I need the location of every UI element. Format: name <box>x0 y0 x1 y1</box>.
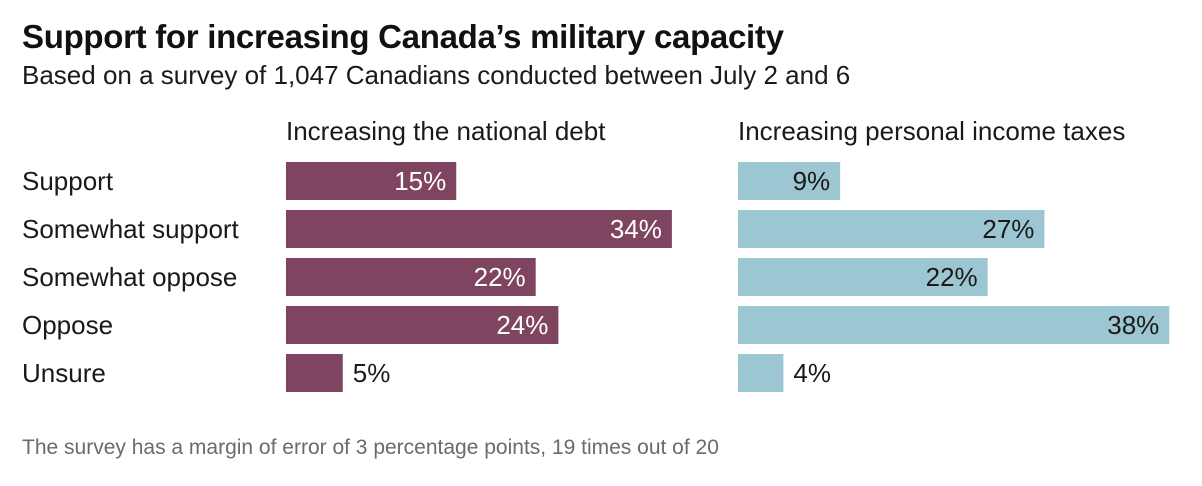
bar-national-debt-unsure <box>286 354 343 392</box>
value-label-national-debt-oppose: 24% <box>496 310 548 340</box>
value-label-national-debt-somewhat-oppose: 22% <box>474 262 526 292</box>
footnote: The survey has a margin of error of 3 pe… <box>22 436 719 459</box>
bar-national-debt-oppose <box>286 306 559 344</box>
value-label-national-debt-somewhat-support: 34% <box>610 214 662 244</box>
category-label-unsure: Unsure <box>22 358 106 388</box>
bar-national-debt-somewhat-support <box>286 210 672 248</box>
panel-title-income-taxes: Increasing personal income taxes <box>738 116 1126 146</box>
value-label-national-debt-support: 15% <box>394 166 446 196</box>
chart-title: Support for increasing Canada’s military… <box>22 18 784 55</box>
bar-income-taxes-somewhat-oppose <box>738 258 988 296</box>
category-label-somewhat-oppose: Somewhat oppose <box>22 262 238 292</box>
panel-title-national-debt: Increasing the national debt <box>286 116 606 146</box>
value-label-income-taxes-oppose: 38% <box>1107 310 1159 340</box>
category-label-somewhat-support: Somewhat support <box>22 214 239 244</box>
category-label-oppose: Oppose <box>22 310 114 340</box>
category-label-support: Support <box>22 166 114 196</box>
value-label-income-taxes-somewhat-oppose: 22% <box>926 262 978 292</box>
bar-national-debt-support <box>286 162 457 200</box>
bar-income-taxes-somewhat-support <box>738 210 1045 248</box>
bar-income-taxes-unsure <box>738 354 784 392</box>
bar-income-taxes-oppose <box>738 306 1170 344</box>
bar-income-taxes-support <box>738 162 841 200</box>
value-label-income-taxes-somewhat-support: 27% <box>982 214 1034 244</box>
chart-subtitle: Based on a survey of 1,047 Canadians con… <box>22 60 851 90</box>
bar-national-debt-somewhat-oppose <box>286 258 536 296</box>
value-label-national-debt-unsure: 5% <box>353 358 391 388</box>
value-label-income-taxes-support: 9% <box>793 166 831 196</box>
value-label-income-taxes-unsure: 4% <box>793 358 831 388</box>
